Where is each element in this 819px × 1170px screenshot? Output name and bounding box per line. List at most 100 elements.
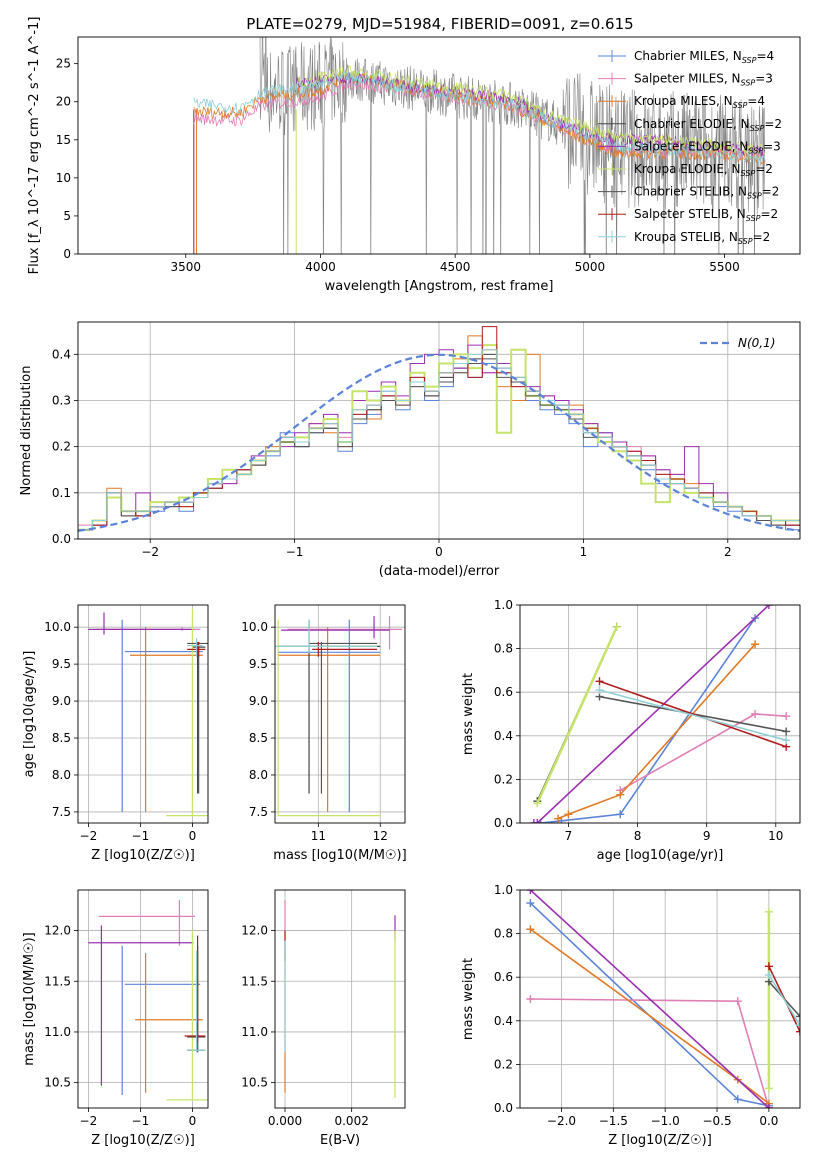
axes-frame xyxy=(274,889,406,1109)
legend-subscript: SSP xyxy=(747,192,762,201)
axes-frame xyxy=(519,889,801,1109)
y-tick-label: 0.8 xyxy=(494,642,513,656)
axes-frame xyxy=(77,889,209,1109)
y-tick-label: 0.0 xyxy=(52,532,71,546)
y-tick-label: 0.0 xyxy=(494,1101,513,1115)
weight-line-kroupa_elodie xyxy=(536,626,618,804)
histogram-kroupa_stelib xyxy=(78,349,800,531)
weight-line-salpeter_stelib xyxy=(599,680,787,748)
panel-spectrum: 3500 4000 4500 5000 5500 0 5 10 15 20 25 wavelength… xyxy=(27,17,801,294)
y-tick-label: 0.8 xyxy=(494,927,513,941)
y-axis-label: mass [log10(M/M☉)] xyxy=(22,932,37,1065)
errorbar-chabrier_stelib xyxy=(309,641,378,794)
x-tick-label: −1.0 xyxy=(651,1114,680,1128)
x-tick-label: −2.0 xyxy=(547,1114,576,1128)
errorbar-kroupa_elodie xyxy=(166,930,208,1101)
weight-marker xyxy=(564,810,573,819)
x-axis-label: (data-model)/error xyxy=(379,564,500,579)
y-tick-label: 20 xyxy=(56,95,71,109)
weight-marker xyxy=(782,736,791,745)
x-axis-label: Z [log10(Z/Z☉)] xyxy=(91,848,195,863)
legend-subscript: SSP xyxy=(733,101,748,110)
legend-subscript: SSP xyxy=(742,56,757,65)
weight-marker xyxy=(616,810,625,819)
figure-title: PLATE=0279, MJD=51984, FIBERID=0091, z=0… xyxy=(246,15,633,33)
legend-label: Kroupa STELIB, NSSP=2 xyxy=(634,230,770,246)
weight-marker xyxy=(526,925,535,934)
errorbar-salpeter_elodie xyxy=(88,925,194,1086)
errorbar-salpeter_miles xyxy=(287,616,402,650)
y-tick-label: 9.5 xyxy=(249,657,268,671)
x-axis-label: wavelength [Angstrom, rest frame] xyxy=(325,279,554,294)
weight-marker xyxy=(796,1027,800,1036)
errorbar-kroupa_miles xyxy=(135,952,203,1093)
errorbar-chabrier_miles xyxy=(121,619,203,812)
y-tick-label: 0 xyxy=(63,247,71,261)
y-tick-label: 12.0 xyxy=(241,924,268,938)
legend-subscript: SSP xyxy=(741,169,756,178)
y-tick-label: 9.0 xyxy=(249,694,268,708)
weight-marker xyxy=(733,997,742,1006)
x-axis-label: Z [log10(Z/Z☉)] xyxy=(608,1133,712,1148)
y-tick-label: 0.2 xyxy=(52,440,71,454)
errorbar-salpeter_elodie xyxy=(88,612,194,635)
y-tick-label: 11.5 xyxy=(44,974,71,988)
legend-count: =3 xyxy=(763,139,781,153)
weight-marker xyxy=(751,640,760,649)
plot-area xyxy=(88,900,208,1101)
weight-marker xyxy=(782,712,791,721)
weight-marker xyxy=(764,971,773,980)
weight-line-kroupa_stelib xyxy=(768,974,800,1026)
weight-line-kroupa_miles xyxy=(557,643,756,820)
y-tick-label: 0.4 xyxy=(52,347,71,361)
legend-label: Salpeter STELIB, NSSP=2 xyxy=(634,207,778,223)
x-tick-label: −1 xyxy=(286,545,304,559)
x-tick-label: −1 xyxy=(132,829,150,843)
legend-subscript: SSP xyxy=(738,237,753,246)
legend-count: =2 xyxy=(760,207,778,221)
x-tick-label: 0 xyxy=(189,1114,197,1128)
y-tick-label: 12.0 xyxy=(44,924,71,938)
weight-line-salpeter_elodie xyxy=(529,890,770,1108)
x-tick-label: −1.5 xyxy=(599,1114,628,1128)
x-tick-label: 0 xyxy=(435,545,443,559)
x-tick-label: 8 xyxy=(634,829,642,843)
weight-marker xyxy=(529,819,538,823)
y-tick-label: 8.0 xyxy=(249,768,268,782)
legend-subscript: SSP xyxy=(746,214,761,223)
weight-marker xyxy=(533,799,542,808)
weight-marker xyxy=(764,962,773,971)
legend-subscript: SSP xyxy=(741,79,756,88)
errorbar-kroupa_miles xyxy=(130,627,203,812)
legend-label: Chabrier MILES, NSSP=4 xyxy=(634,49,774,65)
weight-marker xyxy=(782,727,791,736)
y-tick-label: 10.5 xyxy=(44,1076,71,1090)
weight-line-salpeter_elodie xyxy=(533,605,770,823)
y-tick-label: 0.2 xyxy=(494,1057,513,1071)
weight-line-chabrier_miles xyxy=(540,617,756,823)
legend-count: =4 xyxy=(747,94,765,108)
weight-marker xyxy=(796,1021,800,1030)
x-tick-label: 3500 xyxy=(170,260,201,274)
y-tick-label: 10.0 xyxy=(241,620,268,634)
weight-marker xyxy=(616,790,625,799)
gaussian-legend-label: N(0,1) xyxy=(738,336,775,350)
legend-label: Kroupa ELODIE, NSSP=2 xyxy=(634,162,773,178)
plot-area xyxy=(284,900,396,1098)
legend-subscript: SSP xyxy=(750,124,765,133)
y-tick-label: 7.5 xyxy=(249,805,268,819)
x-axis-label: E(B-V) xyxy=(320,1133,360,1148)
y-tick-label: 0.6 xyxy=(494,970,513,984)
axes-frame xyxy=(77,321,801,540)
weight-marker xyxy=(612,622,621,631)
axes-frame xyxy=(77,604,209,824)
axes-frame xyxy=(274,604,406,824)
x-tick-label: −2 xyxy=(80,1114,98,1128)
x-axis-label: age [log10(age/yr)] xyxy=(597,848,724,863)
weight-marker xyxy=(733,1095,742,1104)
plot-area xyxy=(88,608,208,817)
x-tick-label: 2 xyxy=(724,545,732,559)
weight-marker xyxy=(764,1104,773,1108)
x-tick-label: 5000 xyxy=(575,260,606,274)
x-tick-label: 5500 xyxy=(709,260,740,274)
